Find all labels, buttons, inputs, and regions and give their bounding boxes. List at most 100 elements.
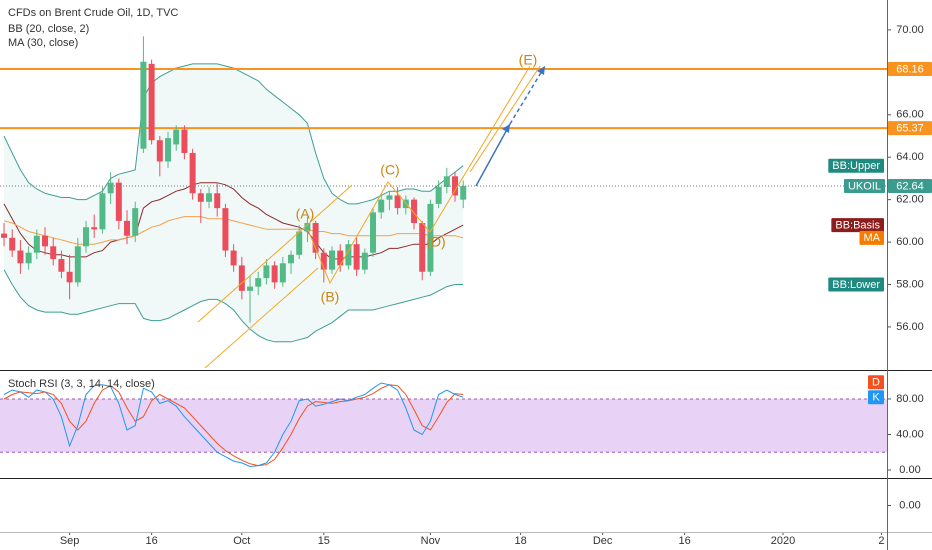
candle-body [222,208,229,251]
last-price-label: 62.64 [888,179,932,194]
candle-body [378,199,385,213]
candle-body [140,61,147,149]
x-tick-label: 16 [145,535,157,547]
series-label-box [828,158,884,173]
candle-body [296,231,303,255]
indicator-line [3,216,464,245]
x-tick-label: Dec [593,535,613,547]
candle-body [443,176,450,187]
level-label-box [888,61,932,76]
x-tick-label: 18 [514,535,526,547]
candle-body [165,138,172,162]
y-tick-label: 56.00 [896,321,924,333]
series-label-box [828,277,884,292]
series-label: K [868,390,884,405]
wave-line [307,65,531,285]
band-fill [4,63,464,342]
symbol-label-text: UKOIL [848,180,881,192]
indicator-line [3,382,464,468]
annotation: (A) [296,206,315,222]
y-tick-label: 58.00 [896,278,924,290]
series-label-text: BB:Lower [832,279,880,291]
indicator-line [3,384,464,467]
series-label-box [868,390,884,405]
candle-body [263,265,270,279]
channel-line [204,267,319,369]
series-label: D [868,375,884,390]
series-label: MA [859,230,884,245]
y-tick-label: 66.00 [896,109,924,121]
candle-body [33,235,40,253]
x-tick-label: Nov [421,535,441,547]
series-label-text: BB:Basis [835,220,880,232]
y-tick-label: 70.00 [896,24,924,36]
x-tick-label: Oct [233,535,250,547]
candle-body [230,250,237,266]
plot-area: 56.0058.0060.0062.0064.0066.0068.0070.00… [0,24,924,547]
candle-body [238,265,245,291]
x-tick-label: 2 [878,535,884,547]
candle-body [214,193,221,209]
indicator-label: MA (30, close) [8,37,78,49]
y-tick-label: 40.00 [896,428,924,440]
channel-line [197,184,353,323]
candle-body [91,227,98,230]
series-label-text: BB:Upper [832,160,880,172]
projection-arrow [475,123,511,187]
last-price-label-text: 62.64 [896,180,924,192]
candle-body [288,254,295,264]
level-label: 68.16 [888,61,932,76]
candle-body [9,237,16,251]
arrow-head [537,66,545,75]
candle-body [255,278,262,287]
candle-body [279,263,286,283]
series-label-box [831,218,884,233]
candle-body [361,252,368,270]
candle-body [107,182,114,194]
candle-body [132,208,139,236]
series-label-text: K [872,392,880,404]
candle-body [83,227,90,247]
candle-body [99,193,106,230]
candle-body [435,186,442,204]
annotation: (D) [426,234,445,250]
candle-body [25,252,32,264]
candle-body [452,176,459,196]
candle-body [386,195,393,200]
candle-body [124,220,131,236]
indicator-line [3,269,464,343]
y-tick-label: 80.00 [896,393,924,405]
candle-body [329,250,336,270]
indicator-title: Stoch RSI (3, 3, 14, 14, close) [8,378,155,390]
level-label-box [888,121,932,136]
chart-title: CFDs on Brent Crude Oil, 1D, TVC [8,7,178,19]
x-tick-label: Sep [60,535,80,547]
level-label-text: 65.37 [896,123,924,135]
candle-body [419,222,426,272]
annotation: (B) [321,289,340,305]
series-label: BB:Basis [831,218,884,233]
candle-body [148,63,155,141]
band-fill [0,398,887,453]
candle-body [66,271,73,283]
projection-arrow [509,65,546,125]
drawings [197,65,546,369]
candle-body [304,222,311,232]
x-tick-label: 15 [318,535,330,547]
x-tick-label: 2020 [771,535,795,547]
candle-body [50,246,57,260]
y-tick-label: 62.00 [896,194,924,206]
indicator-label: BB (20, close, 2) [8,23,89,35]
series-label-text: D [872,377,880,389]
candle-body [1,233,8,238]
candle-body [320,252,327,270]
candle-body [17,250,24,264]
symbol-label-box [843,179,885,194]
candle-body [189,152,196,194]
wave-line [469,65,541,173]
series-label: BB:Upper [828,158,884,173]
candle-body [394,195,401,209]
